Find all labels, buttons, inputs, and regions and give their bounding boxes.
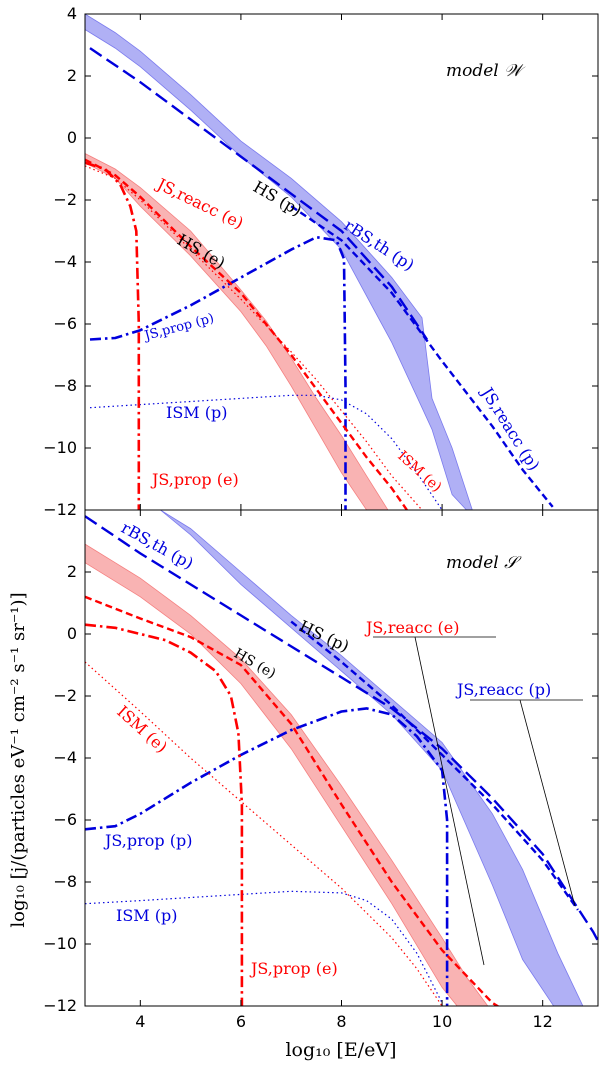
top-ytick-label: −12: [43, 500, 77, 519]
leader-line-js-reacc-p: [519, 699, 576, 907]
bot-band-hs-e: [85, 543, 489, 1006]
top-band-hs-p: [85, 14, 473, 510]
top-plot-area: [85, 14, 598, 510]
x-axis-label: log₁₀ [E/eV]: [285, 1039, 396, 1061]
anno-bot-js-prop-e: JS,prop (e): [249, 959, 338, 978]
top-series-js-reacc-p-dash: [290, 205, 554, 508]
leader-line-js-reacc-e: [414, 636, 485, 966]
top-ytick-label: −10: [43, 438, 77, 457]
anno-bot-js-prop-p: JS,prop (p): [103, 831, 192, 850]
anno-bot-ism-p: ISM (p): [116, 906, 177, 925]
top-ytick-label: 2: [67, 66, 77, 85]
bot-series-js-reacc-e-dash: [85, 595, 500, 1006]
top-series-ism-e-dotted: [85, 165, 423, 510]
top-ytick-label: −6: [53, 314, 77, 333]
bot-series-ism-e-dotted: [85, 661, 443, 1006]
top-band-hs-e: [85, 153, 389, 510]
top-ytick-label: −2: [53, 190, 77, 209]
top-model-label: model 𝒲: [446, 61, 526, 81]
top-series-js-reacc-e-dash: [85, 158, 408, 510]
top-ytick-label: 4: [67, 4, 77, 23]
bot-series-rbs-th-p-longdash: [85, 515, 598, 942]
bot-ytick-label: −4: [53, 748, 77, 767]
bot-ytick-label: −10: [43, 934, 77, 953]
bot-ytick-label: 2: [67, 562, 77, 581]
anno-top-js-prop-e: JS,prop (e): [150, 470, 239, 489]
anno-top-ism-p: ISM (p): [166, 403, 227, 422]
top-series-js-prop-e-dashdot: [85, 161, 141, 510]
xtick-label: 10: [432, 1012, 452, 1031]
bot-ytick-label: −8: [53, 872, 77, 891]
anno-bot-js-reacc-e: JS,reacc (e): [364, 618, 460, 637]
xtick-label: 4: [135, 1012, 145, 1031]
bot-ytick-label: −2: [53, 686, 77, 705]
xtick-label: 8: [336, 1012, 346, 1031]
top-ytick-label: 0: [67, 128, 77, 147]
y-axis-label: log₁₀ [j/(particles eV⁻¹ cm⁻² s⁻¹ sr⁻¹)]: [8, 592, 29, 927]
bottom-frame: [84, 509, 599, 1007]
top-series-js-prop-p-dashdot: [89, 235, 347, 510]
xtick-label: 12: [532, 1012, 552, 1031]
bot-ytick-label: −12: [43, 996, 77, 1015]
top-ytick-label: −8: [53, 376, 77, 395]
bot-series-js-reacc-p-dash: [290, 620, 579, 911]
bot-ytick-label: −6: [53, 810, 77, 829]
anno-bot-js-reacc-p: JS,reacc (p): [455, 680, 551, 699]
xtick-label: 6: [236, 1012, 246, 1031]
bot-band-hs-p: [160, 510, 584, 1006]
top-series-rbs-th-p-longdash: [89, 47, 428, 341]
bot-series-js-prop-p-dashdot: [85, 707, 449, 1006]
top-ytick-label: −4: [53, 252, 77, 271]
bottom-model-label: model 𝒮: [446, 553, 522, 573]
bottom-panel: −12−10−8−6−4−202 model 𝒮 rBS,th (p) HS (…: [43, 509, 599, 1015]
bot-series-js-prop-e-dashdot: [85, 623, 244, 1006]
bot-ytick-label: 0: [67, 624, 77, 643]
